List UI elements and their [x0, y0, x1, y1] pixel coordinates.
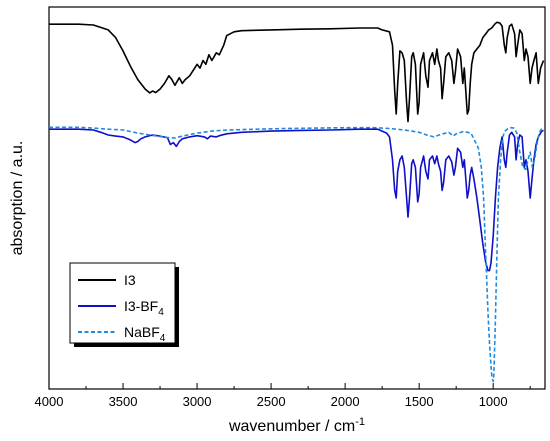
legend-label-0: I3	[124, 272, 136, 288]
x-tick-label-4000: 4000	[35, 394, 64, 409]
x-tick-label-2500: 2500	[257, 394, 286, 409]
plot-frame	[48, 6, 546, 390]
x-tick-label-3500: 3500	[109, 394, 138, 409]
legend-label-2: NaBF4	[124, 324, 166, 344]
x-axis-title: wavenumber / cm-1	[228, 416, 365, 435]
legend: I3 I3-BF4 NaBF4	[69, 262, 179, 347]
x-axis: 4000 3500 3000 2500 2000 1500 1000	[35, 383, 531, 409]
y-axis-title: absorption / a.u.	[9, 141, 26, 256]
x-tick-label-1000: 1000	[479, 394, 508, 409]
series-line-2	[49, 126, 544, 383]
x-tick-label-2000: 2000	[331, 394, 360, 409]
x-tick-label-1500: 1500	[405, 394, 434, 409]
series-layer	[49, 21, 545, 383]
x-tick-label-3000: 3000	[183, 394, 212, 409]
series-line-0	[49, 21, 545, 123]
legend-box	[69, 262, 176, 344]
series-line-1	[49, 128, 544, 272]
legend-label-1: I3-BF4	[124, 298, 164, 318]
